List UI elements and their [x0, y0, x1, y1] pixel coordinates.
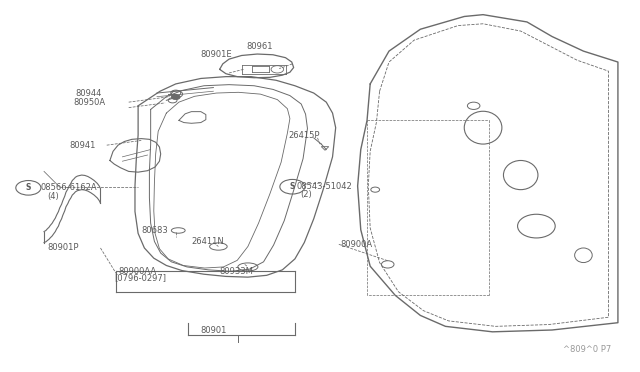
- Text: 08543-51042: 08543-51042: [296, 182, 352, 191]
- Text: 80901P: 80901P: [47, 244, 79, 253]
- Text: 80900AA: 80900AA: [118, 267, 156, 276]
- Text: 80901: 80901: [200, 326, 227, 334]
- Text: 08566-6162A: 08566-6162A: [41, 183, 97, 192]
- Text: (4): (4): [47, 192, 59, 201]
- Text: 80900A: 80900A: [340, 240, 373, 249]
- Text: 26415P: 26415P: [289, 131, 320, 140]
- Circle shape: [172, 94, 180, 100]
- Text: 80901E: 80901E: [201, 49, 232, 58]
- Text: 26411N: 26411N: [191, 237, 224, 246]
- Text: 80933M: 80933M: [220, 267, 253, 276]
- Text: 80950A: 80950A: [74, 98, 106, 107]
- Text: ^809^0 P7: ^809^0 P7: [563, 345, 612, 354]
- Text: 80683: 80683: [141, 226, 168, 235]
- Text: [0796-0297]: [0796-0297]: [115, 273, 166, 282]
- Text: (2): (2): [300, 190, 312, 199]
- Text: 80941: 80941: [69, 141, 95, 150]
- Text: 80961: 80961: [246, 42, 273, 51]
- Text: S: S: [26, 183, 31, 192]
- Text: 80944: 80944: [76, 89, 102, 97]
- Text: S: S: [290, 182, 295, 191]
